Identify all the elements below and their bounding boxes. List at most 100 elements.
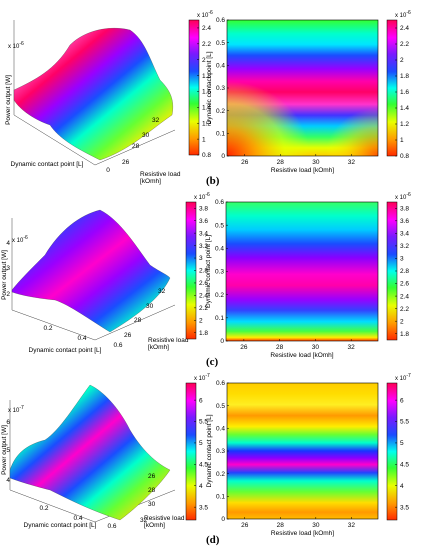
c2d-colorbar-tick-label: 3.6 — [400, 218, 409, 225]
c2d-colorbar-tick-label: 2 — [400, 318, 404, 325]
d2d-colorbar-tick-label: 4.5 — [400, 462, 409, 469]
b2d-x-tick-label: 30 — [312, 159, 320, 166]
b3d-colorbar-tick-label: 0.8 — [202, 152, 211, 159]
d3d-colorbar-tick-label: 4 — [199, 483, 203, 490]
d2d-y-tick-label: 0 — [221, 516, 225, 523]
c3d-axis-frame — [11, 218, 176, 341]
d3d-y-tick-label: 32 — [140, 517, 148, 524]
c2d-heatmap: 26 28 30 32 0 0.1 0.2 0.3 0.4 0.5 0.6 Resistive loa… — [205, 199, 379, 359]
d2d-y-axis-label: Dynamic contact point [L] — [206, 414, 213, 487]
d3d-y-tick-label: 30 — [148, 501, 156, 508]
d2d-y-tick-label: 0.6 — [216, 380, 225, 387]
d3d-colorbar: 6 5.5 5 4.5 4 3.5 x 10-7 — [185, 373, 210, 521]
b2d-heatmap: 26 28 30 32 0 0.1 0.2 0.3 0.4 0.5 0.6 Resistive loa… — [206, 17, 379, 174]
b2d-colorbar-tick-label: 0.8 — [400, 153, 409, 160]
d2d-colorbar-tick-label: 4 — [400, 483, 404, 490]
d2d-x-tick-label: 28 — [277, 522, 285, 529]
b2d-y-tick-label: 0.5 — [216, 40, 225, 47]
d2d-x-tick-label: 30 — [312, 522, 320, 529]
b3d-y-axis-label: Resistive load [kOmh] — [140, 171, 181, 185]
b2d-colorbar-tick-label: 1.4 — [400, 105, 409, 112]
panel-letter-b: (b) — [206, 175, 220, 187]
c2d-x-tick-label: 32 — [348, 344, 356, 351]
d3d-colorbar-tick-label: 3.5 — [199, 504, 208, 511]
c2d-y-axis-label: Dynamic contact point [L] — [205, 235, 212, 308]
b3d-z-exponent: x 10-6 — [8, 41, 24, 50]
b2d-colorbar: 2.4 2.2 2 1.8 1.6 1.4 1.2 1 0.8 x 10-6 — [386, 10, 411, 160]
panel-letter-c: (c) — [206, 356, 219, 368]
d3d-colorbar-strip — [185, 382, 197, 521]
d3d-colorbar-exponent: x 10-7 — [194, 373, 210, 382]
d3d-surface-edge — [9, 384, 171, 521]
d2d-heatmap: 26 28 30 32 0 0.1 0.2 0.3 0.4 0.5 0.6 Resistive loa… — [206, 380, 379, 537]
c2d-y-tick-label: 0.1 — [215, 315, 224, 322]
c3d-colorbar-tick-label: 3 — [199, 255, 203, 262]
c3d-x-tick-label: 0.6 — [113, 342, 122, 349]
d3d-colorbar-tick-label: 5.5 — [199, 419, 208, 426]
c3d-z-axis-label: Power output [W] — [1, 250, 8, 300]
c2d-colorbar-tick-label: 3.8 — [400, 205, 409, 212]
panel-letter-d: (d) — [206, 534, 220, 546]
b2d-colorbar-exponent: x 10-6 — [395, 10, 411, 19]
b2d-y-axis-label: Dynamic contact point [L] — [206, 51, 213, 124]
d3d-y-tick-label: 26 — [148, 473, 156, 480]
b3d-colorbar-tick-label: 1 — [202, 136, 206, 143]
b2d-x-tick-label: 32 — [348, 159, 356, 166]
d2d-y-tick-label: 0.3 — [216, 448, 225, 455]
c2d-colorbar-tick-label: 2.4 — [400, 293, 409, 300]
c3d-z-tick-label: 3 — [6, 265, 10, 272]
b3d-colorbar: 2.4 2.2 2 1.8 1.6 1.4 1.2 1 0.8 x 10-6 — [188, 10, 213, 159]
b2d-y-tick-label: 0.1 — [216, 131, 225, 138]
b3d-colorbar-tick-label: 1.4 — [202, 105, 211, 112]
d2d-colorbar-tick-label: 5.5 — [400, 419, 409, 426]
b2d-colorbar-tick-label: 2.4 — [400, 25, 409, 32]
d3d-z-tick-label: 5 — [6, 447, 10, 454]
b2d-colorbar-strip — [386, 19, 398, 157]
b2d-colorbar-tick-label: 1 — [400, 137, 404, 144]
c3d-y-tick-label: 30 — [146, 303, 154, 310]
b3d-x-axis-label: Dynamic contact point [L] — [11, 161, 84, 168]
c3d-y-tick-label: 32 — [158, 288, 166, 295]
d2d-x-tick-label: 32 — [348, 522, 356, 529]
c3d-z-tick-label: 2 — [6, 291, 10, 298]
b2d-colorbar-tick-label: 1.8 — [400, 73, 409, 80]
b3d-surface — [14, 28, 173, 160]
b3d-colorbar-tick-label: 1.2 — [202, 120, 211, 127]
d3d-x-tick-label: 0.4 — [73, 515, 82, 522]
d2d-colorbar-strip — [386, 382, 398, 521]
c2d-y-tick-label: 0.5 — [215, 222, 224, 229]
b2d-y-tick-label: 0.2 — [216, 108, 225, 115]
d3d-x-tick-label: 0.2 — [39, 505, 48, 512]
d3d-x-tick-label: 0.6 — [107, 523, 116, 530]
d2d-colorbar-tick-label: 3.5 — [400, 504, 409, 511]
d3d-surface — [10, 385, 170, 520]
b2d-colorbar-tick-label: 2 — [400, 57, 404, 64]
b2d-x-tick-label: 28 — [277, 159, 285, 166]
b3d-colorbar-tick-label: 1.6 — [202, 89, 211, 96]
c2d-y-tick-label: 0.2 — [215, 292, 224, 299]
c3d-colorbar-tick-label: 3.8 — [199, 205, 208, 212]
d3d-z-tick-label: 4 — [6, 477, 10, 484]
d2d-colorbar-tick-label: 5 — [400, 440, 404, 447]
d2d-colorbar-exponent: x 10-7 — [395, 373, 411, 382]
c3d-x-tick-label: 0.2 — [43, 325, 52, 332]
d3d-z-axis-label: Power output [W] — [1, 425, 8, 475]
b3d-colorbar-exponent: x 10-6 — [197, 10, 213, 19]
c3d-y-axis-label: Resistive load [kOmh] — [148, 337, 189, 351]
d2d-x-tick-label: 26 — [241, 522, 249, 529]
c3d-colorbar-tick-label: 2.2 — [199, 305, 208, 312]
d2d-y-tick-label: 0.1 — [216, 494, 225, 501]
b3d-z-axis-label: Power output [W] — [5, 75, 12, 125]
c3d-colorbar-tick-label: 2.4 — [199, 293, 208, 300]
b2d-y-tick-label: 0.6 — [216, 17, 225, 24]
c2d-colorbar-tick-label: 2.8 — [400, 268, 409, 275]
d2d-colorbar-tick-label: 6 — [400, 397, 404, 404]
b3d-y-tick-label: 32 — [152, 117, 160, 124]
d3d-colorbar-tick-label: 6 — [199, 397, 203, 404]
b3d-x-tick-label: 0 — [106, 167, 110, 174]
c3d-surface-edge — [11, 209, 171, 333]
c2d-colorbar-tick-label: 3.4 — [400, 231, 409, 238]
